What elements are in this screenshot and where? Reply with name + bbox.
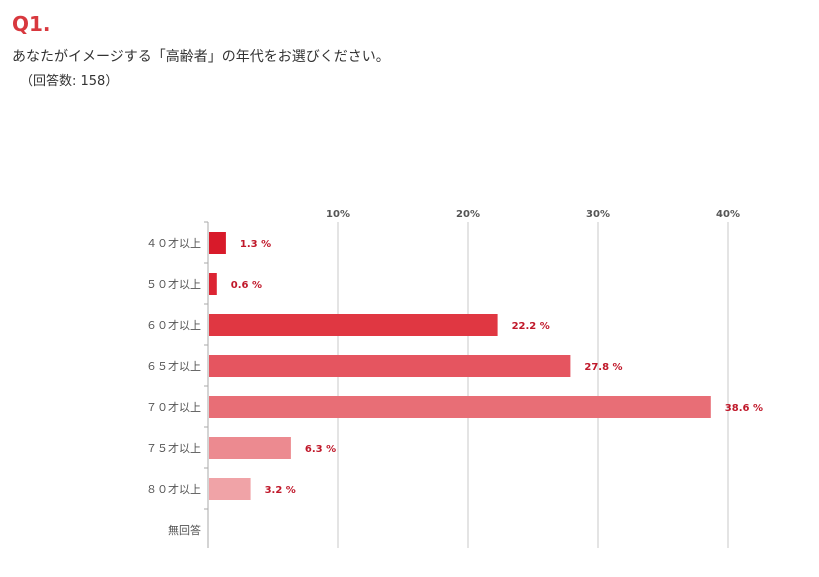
category-label: ６０才以上: [146, 318, 201, 332]
value-label: 27.8 %: [584, 362, 622, 373]
labels: 10% 20% 30% 40% ４０才以上 1.3 % ５０才以上 0.6 % ６０才以上 22.…: [146, 209, 763, 537]
grid-lines: [337, 222, 729, 548]
category-label: ７０才以上: [146, 400, 201, 414]
bars: [209, 232, 711, 500]
category-label: ７５才以上: [146, 441, 201, 455]
tick-label-10: 10%: [326, 209, 350, 220]
category-label: ５０才以上: [146, 277, 201, 291]
bar: [209, 396, 711, 418]
value-label: 3.2 %: [265, 485, 296, 496]
value-label: 6.3 %: [305, 444, 336, 455]
tick-label-20: 20%: [456, 209, 480, 220]
question-number: Q1.: [12, 12, 51, 36]
category-label: ４０才以上: [146, 236, 201, 250]
category-label: 無回答: [168, 523, 201, 537]
bar: [209, 314, 498, 336]
bar: [209, 232, 226, 254]
bar: [209, 437, 291, 459]
bar: [209, 355, 571, 377]
value-label: 1.3 %: [240, 239, 271, 250]
bar: [209, 478, 251, 500]
category-label: ８０才以上: [146, 482, 201, 496]
response-count: （回答数: 158）: [20, 74, 119, 89]
value-label: 0.6 %: [231, 280, 262, 291]
tick-label-40: 40%: [716, 209, 740, 220]
category-label: ６５才以上: [146, 359, 201, 373]
tick-label-30: 30%: [586, 209, 610, 220]
value-label: 38.6 %: [725, 403, 763, 414]
question-text: あなたがイメージする「高齢者」の年代をお選びください。: [12, 49, 390, 65]
value-label: 22.2 %: [512, 321, 550, 332]
y-axis: [204, 221, 209, 548]
bar: [209, 273, 217, 295]
